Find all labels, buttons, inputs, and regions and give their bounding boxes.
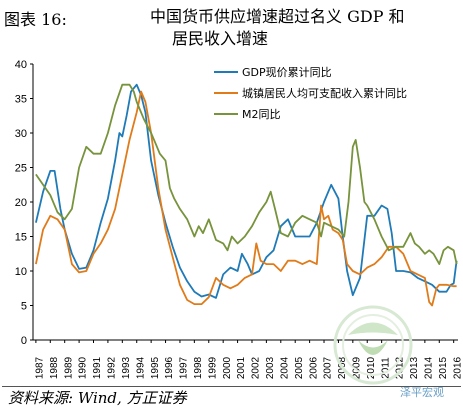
x-tick-label: 2003 <box>265 356 276 379</box>
x-tick-label: 1992 <box>107 356 118 379</box>
watermark-logo <box>333 305 413 385</box>
x-tick-label: 2009 <box>351 356 362 379</box>
x-tick-label: 2005 <box>294 356 305 379</box>
x-tick-label: 2015 <box>438 356 449 379</box>
x-tick-label: 2001 <box>236 356 247 379</box>
x-tick-label: 2004 <box>279 356 290 379</box>
legend-label-3: M2同比 <box>242 108 281 121</box>
series-line-1 <box>35 83 458 299</box>
chart-title-line2: 居民收入增速 <box>172 29 269 48</box>
x-tick-label: 1994 <box>135 356 146 379</box>
y-tick-label: 25 <box>15 163 27 175</box>
x-tick-label: 1997 <box>179 356 190 379</box>
x-tick-label: 2007 <box>323 356 334 379</box>
line-chart: 0 5 10 15 20 25 30 35 40 1987 1988 1989 1990 1991 1992… <box>15 59 463 379</box>
x-tick-label: 2012 <box>395 356 406 379</box>
watermark-text: 泽平宏观 <box>400 386 444 399</box>
x-tick-label: 2011 <box>380 357 391 379</box>
x-tick-label: 2014 <box>424 356 435 379</box>
y-tick-label: 0 <box>21 335 27 347</box>
series-line-3 <box>35 83 458 265</box>
x-tick-label: 1987 <box>35 356 46 379</box>
x-tick-label: 2000 <box>222 356 233 379</box>
x-tick-label: 1990 <box>78 356 89 379</box>
chart-title: 中国货币供应增速超过名义 GDP 和 居民收入增速 <box>150 6 463 50</box>
y-tick-label: 35 <box>15 94 27 106</box>
source-note: 资料来源: Wind, 方正证券 <box>8 389 187 407</box>
y-tick-label: 5 <box>21 301 27 313</box>
y-tick-label: 20 <box>15 197 27 209</box>
y-tick-label: 40 <box>15 59 27 71</box>
x-tick-label: 2002 <box>251 356 262 379</box>
x-tick-label: 1996 <box>164 356 175 379</box>
x-tick-label: 1989 <box>63 356 74 379</box>
chart-title-block: 图表 16: 中国货币供应增速超过名义 GDP 和 居民收入增速 <box>0 2 463 52</box>
y-tick-label: 10 <box>15 266 27 278</box>
y-tick-label: 30 <box>15 128 27 140</box>
legend-label-1: GDP现价累计同比 <box>242 66 332 79</box>
x-tick-label: 1991 <box>92 356 103 379</box>
footer-rule <box>2 386 461 387</box>
x-tick-label: 1999 <box>207 356 218 379</box>
figure-label: 图表 16: <box>4 10 67 29</box>
y-tick-label: 15 <box>15 232 27 244</box>
x-tick-label: 1988 <box>49 356 60 379</box>
x-tick-label: 2013 <box>409 356 420 379</box>
chart-title-line1: 中国货币供应增速超过名义 GDP 和 <box>150 7 405 26</box>
x-tick-label: 1993 <box>121 356 132 379</box>
x-tick-label: 2016 <box>452 356 463 379</box>
legend-label-2: 城镇居民人均可支配收入累计同比 <box>242 86 407 100</box>
x-tick-label: 1995 <box>150 356 161 379</box>
x-tick-label: 2006 <box>308 356 319 379</box>
x-tick-label: 1998 <box>193 356 204 379</box>
series-line-2 <box>35 90 457 307</box>
x-tick-label: 2010 <box>366 356 377 379</box>
